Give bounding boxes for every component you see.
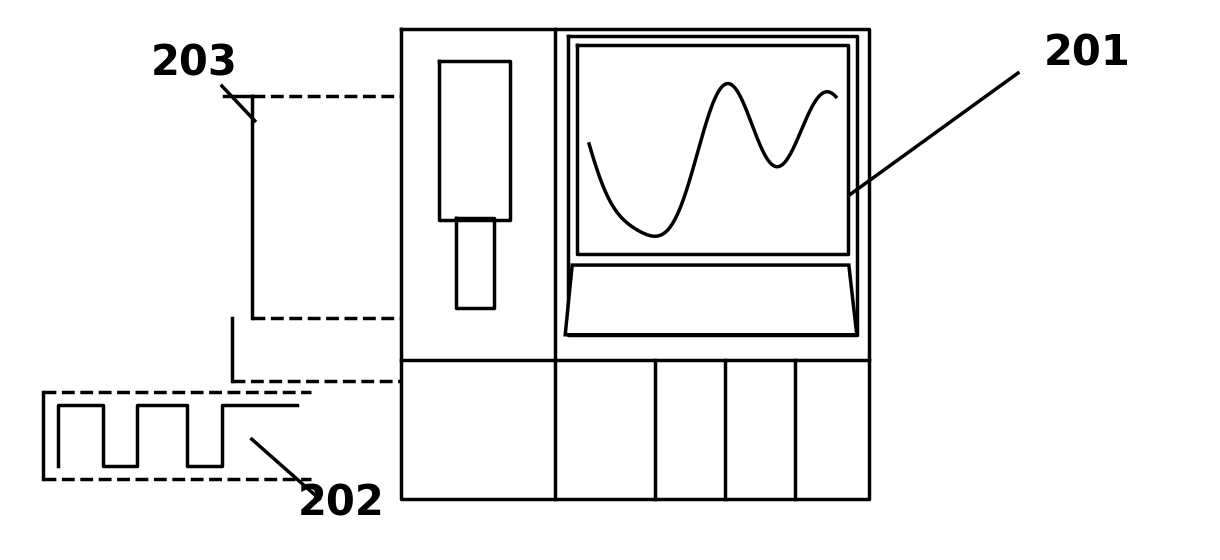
Polygon shape xyxy=(401,29,869,499)
Polygon shape xyxy=(565,265,856,335)
Text: 203: 203 xyxy=(150,42,238,84)
Text: 201: 201 xyxy=(1044,32,1131,74)
Polygon shape xyxy=(577,45,848,254)
Polygon shape xyxy=(439,61,510,220)
Text: 202: 202 xyxy=(298,483,384,525)
Polygon shape xyxy=(456,218,494,308)
Polygon shape xyxy=(569,36,856,335)
